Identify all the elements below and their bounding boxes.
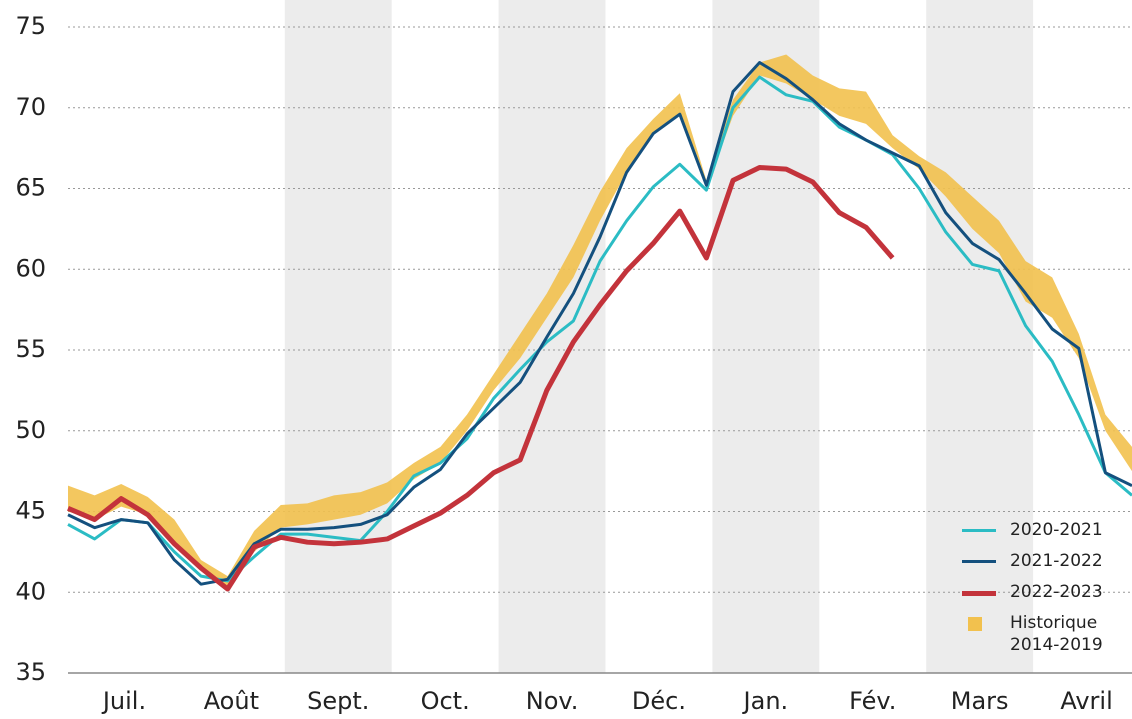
legend-swatch (968, 617, 982, 631)
y-tick-label: 70 (15, 93, 46, 121)
legend-entry: 2022-2023 (962, 577, 1103, 608)
legend-entry: 2021-2022 (962, 546, 1103, 577)
x-tick-label: Mars (951, 687, 1009, 715)
x-tick-label: Fév. (849, 687, 896, 715)
x-tick-label: Jan. (742, 687, 789, 715)
y-tick-label: 45 (15, 497, 46, 525)
legend-entry: 2020-2021 (962, 515, 1103, 546)
y-tick-label: 35 (15, 658, 46, 686)
x-tick-label: Août (204, 687, 259, 715)
legend-label: 2022-2023 (1010, 582, 1103, 602)
legend-swatch (962, 529, 996, 532)
series-line (67, 61, 1132, 586)
x-tick-label: Sept. (307, 687, 369, 715)
month-band (284, 0, 392, 673)
legend: 2020-2021 2021-2022 2022-2023 Historique 20… (962, 515, 1103, 656)
y-tick-label: 75 (15, 12, 46, 40)
legend-label: Historique 2014-2019 (1010, 613, 1103, 655)
legend-label: 2021-2022 (1010, 551, 1103, 571)
y-tick-label: 60 (15, 254, 46, 282)
legend-label: 2020-2021 (1010, 520, 1103, 540)
series-line (67, 165, 895, 592)
month-band (712, 0, 820, 673)
x-tick-label: Déc. (632, 687, 686, 715)
y-tick-label: 50 (15, 416, 46, 444)
y-tick-label: 40 (15, 577, 46, 605)
legend-swatch (962, 591, 996, 596)
legend-swatch (962, 560, 996, 563)
legend-entry: Historique 2014-2019 (968, 612, 1103, 656)
x-tick-label: Juil. (101, 687, 146, 715)
y-tick-label: 65 (15, 174, 46, 202)
x-tick-label: Nov. (526, 687, 579, 715)
x-tick-label: Oct. (421, 687, 470, 715)
x-tick-label: Avril (1060, 687, 1112, 715)
historic-band (68, 54, 1132, 588)
y-tick-label: 55 (15, 335, 46, 363)
